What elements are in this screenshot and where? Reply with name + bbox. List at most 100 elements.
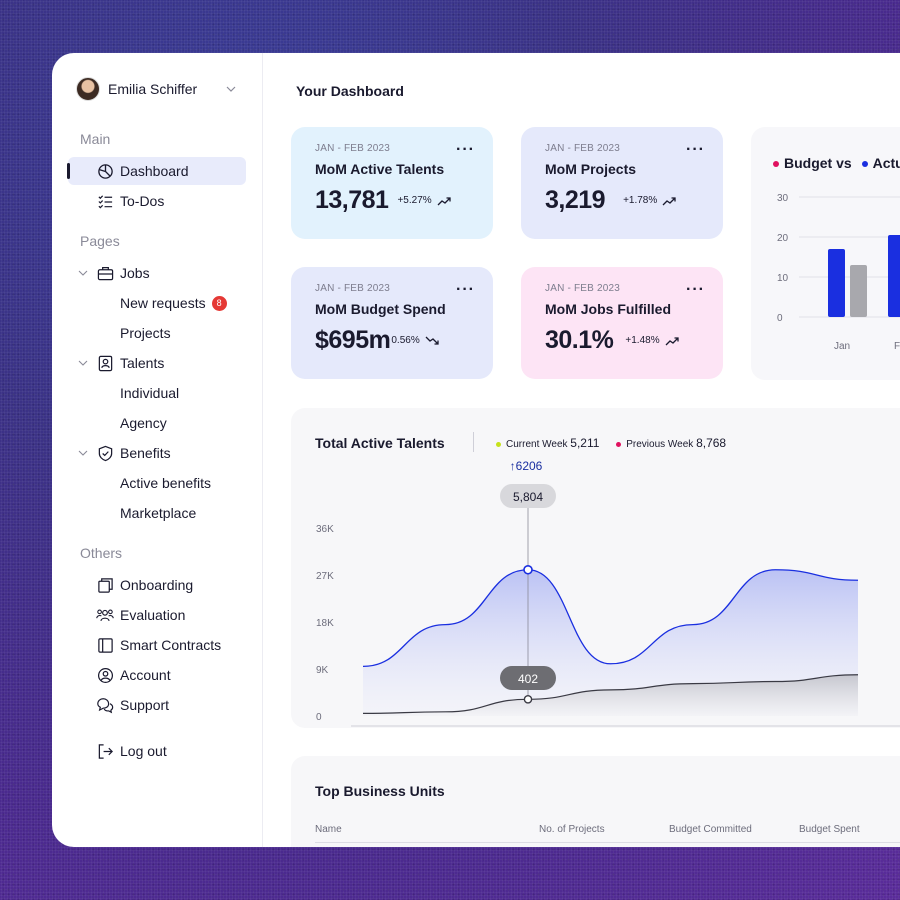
sidebar-item-support[interactable]: Support bbox=[68, 691, 246, 719]
chevron-down-icon[interactable] bbox=[78, 268, 88, 278]
previous-week-line bbox=[362, 674, 859, 714]
y-tick-label: 10 bbox=[777, 273, 789, 284]
sidebar-item-label: Smart Contracts bbox=[120, 637, 222, 653]
sidebar-item-active-benefits[interactable]: Active benefits bbox=[68, 469, 246, 497]
sidebar-item-label: Account bbox=[120, 667, 171, 683]
y-tick-label: 20 bbox=[777, 233, 789, 244]
hover-marker-label: ↑6206 bbox=[510, 459, 543, 473]
bar-budget bbox=[828, 249, 845, 317]
copy-icon bbox=[96, 576, 114, 594]
main-content: Your Dashboard JAN - FEB 2023 MoM Active… bbox=[263, 53, 900, 847]
card-delta: 0.56% bbox=[391, 335, 420, 346]
logout-icon bbox=[96, 742, 114, 760]
kpi-card-budget-spend[interactable]: JAN - FEB 2023 MoM Budget Spend $695m 0.… bbox=[291, 267, 493, 379]
trend-up-icon bbox=[437, 196, 451, 205]
card-delta: +1.78% bbox=[623, 195, 658, 206]
chevron-down-icon[interactable] bbox=[225, 83, 237, 95]
more-options-icon[interactable]: ··· bbox=[686, 281, 705, 298]
shield-check-icon bbox=[96, 444, 114, 462]
sidebar-item-projects[interactable]: Projects bbox=[68, 319, 246, 347]
budget-chart-legend: Budget vs Actu bbox=[773, 155, 900, 171]
kpi-card-jobs-fulfilled[interactable]: JAN - FEB 2023 MoM Jobs Fulfilled 30.1% … bbox=[521, 267, 723, 379]
card-delta: +5.27% bbox=[397, 195, 432, 206]
sidebar-item-label: Benefits bbox=[120, 445, 171, 461]
active-talents-panel: Total Active Talents Current Week 5,211 … bbox=[291, 408, 900, 728]
kpi-card-active-talents[interactable]: JAN - FEB 2023 MoM Active Talents 13,781… bbox=[291, 127, 493, 239]
sidebar-item-onboarding[interactable]: Onboarding bbox=[68, 571, 246, 599]
legend-current-value: 5,211 bbox=[570, 436, 600, 450]
sidebar-item-smart-contracts[interactable]: Smart Contracts bbox=[68, 631, 246, 659]
chart-legend: Current Week 5,211 Previous Week 8,768 bbox=[496, 436, 726, 450]
y-tick-label: 0 bbox=[777, 313, 783, 324]
sidebar-item-todos[interactable]: To-Dos bbox=[68, 187, 246, 215]
business-units-title: Top Business Units bbox=[315, 783, 445, 799]
sidebar-item-account[interactable]: Account bbox=[68, 661, 246, 689]
sidebar-item-label: Evaluation bbox=[120, 607, 186, 623]
user-circle-icon bbox=[96, 666, 114, 684]
card-value: 30.1% bbox=[545, 326, 614, 354]
sidebar-item-label: Jobs bbox=[120, 265, 150, 281]
chevron-down-icon[interactable] bbox=[78, 358, 88, 368]
pie-chart-icon bbox=[96, 162, 114, 180]
card-period: JAN - FEB 2023 bbox=[315, 283, 391, 294]
tooltip-previous bbox=[500, 666, 556, 690]
sidebar-item-logout[interactable]: Log out bbox=[68, 737, 246, 765]
active-talents-area-chart: 36K27K18K9K0MonTueWedThuFriSatSun↑62065,… bbox=[316, 459, 900, 727]
briefcase-icon bbox=[96, 264, 114, 282]
kpi-card-projects[interactable]: JAN - FEB 2023 MoM Projects 3,219 +1.78%… bbox=[521, 127, 723, 239]
sidebar-item-jobs[interactable]: Jobs bbox=[68, 259, 246, 287]
budget-vs-actual-card: Budget vs Actu 30 20 10 0 Jan Feb bbox=[751, 127, 900, 380]
more-options-icon[interactable]: ··· bbox=[456, 141, 475, 158]
column-header-name[interactable]: Name bbox=[315, 824, 342, 835]
card-period: JAN - FEB 2023 bbox=[315, 143, 391, 154]
x-tick-label: Jan bbox=[834, 341, 850, 352]
chevron-down-icon[interactable] bbox=[78, 448, 88, 458]
legend-dot bbox=[496, 441, 501, 447]
current-week-area bbox=[363, 569, 858, 716]
card-delta: +1.48% bbox=[625, 335, 660, 346]
sidebar-item-marketplace[interactable]: Marketplace bbox=[68, 499, 246, 527]
card-period: JAN - FEB 2023 bbox=[545, 143, 621, 154]
user-name: Emilia Schiffer bbox=[108, 81, 198, 97]
column-header-budget-spent[interactable]: Budget Spent bbox=[799, 824, 860, 835]
avatar bbox=[76, 77, 100, 101]
legend-dot bbox=[861, 161, 868, 168]
bar-actu bbox=[850, 265, 867, 317]
sidebar-item-benefits[interactable]: Benefits bbox=[68, 439, 246, 467]
sidebar-item-individual[interactable]: Individual bbox=[68, 379, 246, 407]
hover-point-current bbox=[523, 564, 533, 575]
sidebar-item-talents[interactable]: Talents bbox=[68, 349, 246, 377]
user-menu[interactable]: Emilia Schiffer bbox=[52, 75, 262, 103]
tooltip-current bbox=[500, 484, 556, 508]
sidebar-item-dashboard[interactable]: Dashboard bbox=[67, 157, 246, 185]
sidebar-item-label: Active benefits bbox=[120, 475, 212, 491]
sidebar-item-agency[interactable]: Agency bbox=[68, 409, 246, 437]
divider bbox=[473, 432, 474, 452]
section-main: Main bbox=[80, 131, 111, 147]
tooltip-previous-text: 402 bbox=[518, 672, 538, 686]
sidebar-item-new-requests[interactable]: New requests 8 bbox=[68, 289, 246, 317]
id-badge-icon bbox=[96, 354, 114, 372]
column-header-budget-committed[interactable]: Budget Committed bbox=[669, 824, 752, 835]
more-options-icon[interactable]: ··· bbox=[686, 141, 705, 158]
card-title: MoM Jobs Fulfilled bbox=[545, 301, 671, 317]
sidebar-item-label: To-Dos bbox=[120, 193, 165, 209]
more-options-icon[interactable]: ··· bbox=[456, 281, 475, 298]
card-title: MoM Active Talents bbox=[315, 161, 445, 177]
tooltip-current-text: 5,804 bbox=[513, 490, 543, 504]
legend-current-label: Current Week bbox=[506, 439, 568, 450]
hover-point-previous bbox=[523, 694, 533, 704]
y-tick-label: 27K bbox=[316, 571, 334, 582]
card-value: 3,219 bbox=[545, 186, 606, 214]
sidebar-item-label: Dashboard bbox=[120, 163, 189, 179]
sidebar-item-evaluation[interactable]: Evaluation bbox=[68, 601, 246, 629]
legend-previous-value: 8,768 bbox=[696, 436, 727, 450]
sidebar-item-label: Support bbox=[120, 697, 170, 713]
column-header-projects[interactable]: No. of Projects bbox=[539, 824, 605, 835]
table-divider bbox=[315, 842, 900, 843]
legend-actual: Actu bbox=[872, 155, 900, 171]
budget-bar-chart: 30 20 10 0 Jan Feb bbox=[777, 193, 900, 352]
active-indicator bbox=[67, 163, 70, 179]
x-tick-label: Feb bbox=[894, 341, 900, 352]
sidebar-item-label: Onboarding bbox=[120, 577, 194, 593]
